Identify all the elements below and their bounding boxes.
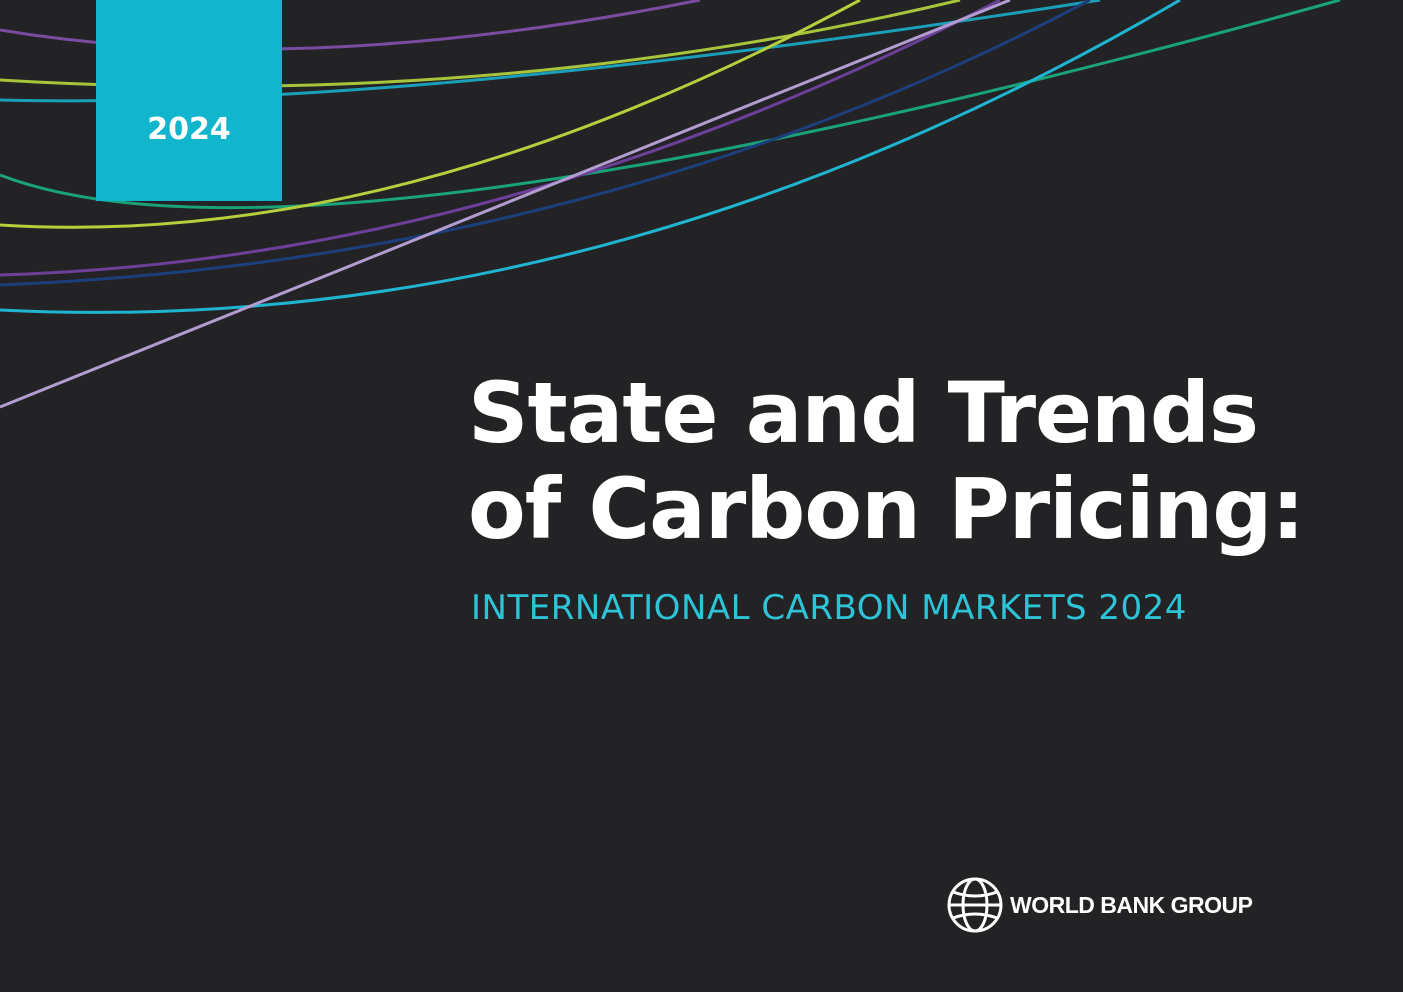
logo-text: WORLD BANK GROUP — [1010, 891, 1253, 918]
title-line: State and Trends — [468, 364, 1259, 462]
subtitle: INTERNATIONAL CARBON MARKETS 2024 — [471, 588, 1187, 628]
title: State and Trends of Carbon Pricing: — [468, 364, 1305, 558]
year: 2024 — [147, 112, 231, 147]
year-badge: 2024 — [96, 0, 282, 201]
globe-icon — [947, 877, 1003, 933]
logo: WORLD BANK GROUP — [946, 876, 1253, 934]
title-line: of Carbon Pricing: — [468, 460, 1305, 558]
